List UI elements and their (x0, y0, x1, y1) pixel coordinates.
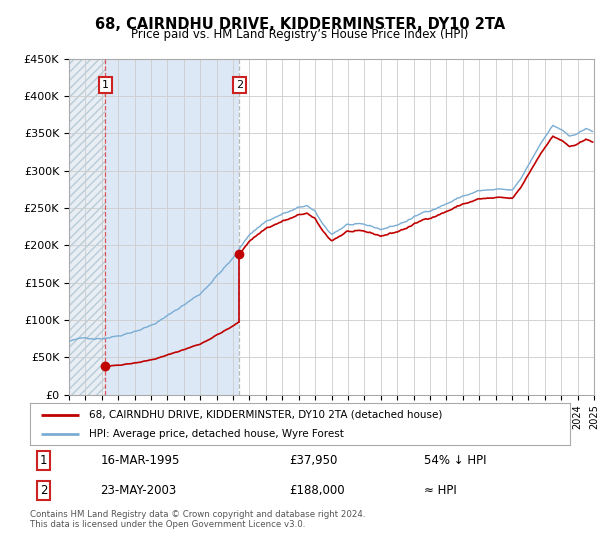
Text: 1: 1 (102, 80, 109, 90)
Text: 2: 2 (236, 80, 243, 90)
Text: 1: 1 (40, 454, 47, 468)
Text: 68, CAIRNDHU DRIVE, KIDDERMINSTER, DY10 2TA (detached house): 68, CAIRNDHU DRIVE, KIDDERMINSTER, DY10 … (89, 409, 443, 419)
Text: 2: 2 (40, 484, 47, 497)
Text: HPI: Average price, detached house, Wyre Forest: HPI: Average price, detached house, Wyre… (89, 429, 344, 439)
Text: 68, CAIRNDHU DRIVE, KIDDERMINSTER, DY10 2TA: 68, CAIRNDHU DRIVE, KIDDERMINSTER, DY10 … (95, 17, 505, 32)
Text: 54% ↓ HPI: 54% ↓ HPI (424, 454, 487, 468)
Text: 23-MAY-2003: 23-MAY-2003 (100, 484, 176, 497)
Bar (105, 59, 239, 395)
Text: £188,000: £188,000 (289, 484, 345, 497)
Text: ≈ HPI: ≈ HPI (424, 484, 457, 497)
Text: £37,950: £37,950 (289, 454, 338, 468)
Text: Price paid vs. HM Land Registry’s House Price Index (HPI): Price paid vs. HM Land Registry’s House … (131, 28, 469, 41)
Text: 16-MAR-1995: 16-MAR-1995 (100, 454, 179, 468)
Bar (239, 59, 594, 395)
Text: Contains HM Land Registry data © Crown copyright and database right 2024.
This d: Contains HM Land Registry data © Crown c… (30, 510, 365, 529)
